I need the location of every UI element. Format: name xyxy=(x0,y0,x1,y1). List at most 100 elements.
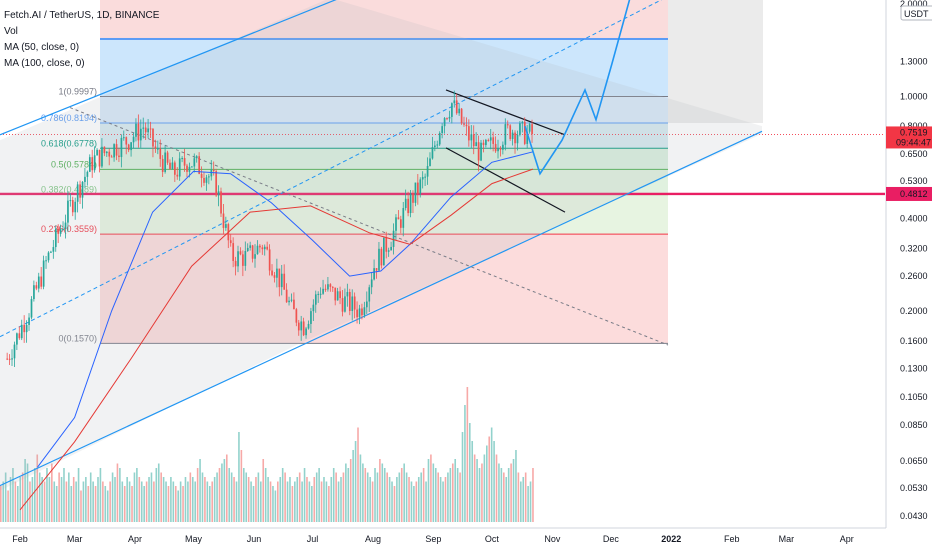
candle-body xyxy=(339,291,341,299)
price-tick-label: 0.8000 xyxy=(900,121,928,131)
price-axis[interactable]: 2.0000 1.3000 1.0000 0.8000 0.6500 0.5300 0.40… xyxy=(885,0,932,550)
candle-body xyxy=(144,127,147,133)
fib-fills xyxy=(100,0,763,344)
volume-bar xyxy=(403,463,405,522)
price-tick-label: 0.1600 xyxy=(900,336,928,346)
price-tick-label: 0.4000 xyxy=(900,214,928,224)
candle-body xyxy=(67,200,69,223)
volume-bar xyxy=(483,454,486,522)
volume-bar xyxy=(281,468,284,522)
candle-body xyxy=(217,191,220,196)
volume-bar xyxy=(325,481,328,522)
volume-bar xyxy=(515,450,517,522)
volume-bar xyxy=(191,477,194,522)
candle-body xyxy=(365,301,368,308)
fib-retracement[interactable]: 1(0.9997) 0.786(0.8194) 0.618(0.6778) 0.5(0… xyxy=(0,86,885,344)
volume-bar xyxy=(481,463,483,522)
candle-body xyxy=(171,162,174,170)
legend-ma50[interactable]: MA (50, close, 0) xyxy=(4,42,80,53)
volume-bar xyxy=(26,463,29,522)
legend-volume[interactable]: Vol xyxy=(4,26,18,37)
volume-bar xyxy=(393,486,396,522)
candle-body xyxy=(166,152,169,163)
candle-body xyxy=(81,181,84,198)
candle-body xyxy=(470,134,473,141)
trend-channel[interactable] xyxy=(0,0,763,491)
candle-body xyxy=(363,307,366,316)
volume-bar xyxy=(313,477,316,522)
candle-body xyxy=(71,200,74,213)
volume-bar xyxy=(490,427,493,522)
candle-body xyxy=(188,166,191,172)
candle-body xyxy=(35,285,38,289)
candle-body xyxy=(74,201,77,213)
volume-bar xyxy=(99,468,102,522)
candle-body xyxy=(147,128,149,133)
volume-bar xyxy=(318,468,320,522)
candle-body xyxy=(40,276,43,287)
symbol-title[interactable]: Fetch.AI / TetherUS, 1D, BINANCE xyxy=(4,10,160,21)
candle-body xyxy=(23,324,26,333)
volume-bar xyxy=(82,481,85,522)
channel-fill xyxy=(0,0,762,491)
legend-ma100[interactable]: MA (100, close, 0) xyxy=(4,58,85,69)
volume-bar xyxy=(354,441,357,522)
volume-bar xyxy=(104,486,107,522)
candle-body xyxy=(477,142,480,161)
volume-bars xyxy=(0,387,534,522)
volume-bar xyxy=(174,486,177,522)
volume-bar xyxy=(296,477,299,522)
candle-body xyxy=(494,143,497,152)
candles xyxy=(6,90,533,367)
fib-label: 0.5(0.5784) xyxy=(51,159,97,169)
candle-body xyxy=(195,156,198,159)
candle-body xyxy=(472,134,475,147)
candle-body xyxy=(84,176,86,182)
dashed-diagonal xyxy=(69,107,669,346)
candle-body xyxy=(174,162,176,175)
candle-body xyxy=(504,124,507,145)
candle-body xyxy=(402,208,405,228)
volume-bar xyxy=(468,423,471,522)
volume-bar xyxy=(279,477,282,522)
candle-body xyxy=(283,273,286,290)
time-axis[interactable]: Feb Mar Apr May Jun Jul Aug Sep Oct Nov Dec 2022 Feb… xyxy=(0,527,932,550)
time-tick-label: Oct xyxy=(485,534,500,544)
volume-bar xyxy=(172,481,175,522)
candle-body xyxy=(203,177,205,183)
volume-bar xyxy=(439,477,442,522)
candle-body xyxy=(516,134,519,144)
volume-bar xyxy=(386,472,388,522)
candle-body xyxy=(52,247,55,252)
time-tick-label: Feb xyxy=(724,534,740,544)
volume-bar xyxy=(427,459,430,522)
volume-bar xyxy=(41,477,43,522)
candle-body xyxy=(421,177,424,180)
candle-body xyxy=(130,142,132,151)
candle-body xyxy=(251,245,254,259)
candle-body xyxy=(45,260,47,262)
candle-body xyxy=(268,249,271,271)
fib-fill-band xyxy=(100,122,668,149)
channel-lower-line xyxy=(0,130,763,487)
volume-bar xyxy=(269,481,272,522)
candle-body xyxy=(18,333,21,339)
candle-body xyxy=(191,166,193,168)
candle-body xyxy=(463,123,465,125)
candle-body xyxy=(290,299,293,301)
volume-bar xyxy=(204,477,206,522)
volume-bar xyxy=(106,490,109,522)
candle-body xyxy=(526,131,529,144)
candle-body xyxy=(502,144,504,150)
candle-body xyxy=(383,237,385,266)
projection-path[interactable] xyxy=(524,0,631,176)
price-tick-label: 2.0000 xyxy=(900,0,928,9)
volume-bar xyxy=(102,481,104,522)
volume-bar xyxy=(114,477,116,522)
candle-body xyxy=(20,324,23,339)
candle-body xyxy=(232,243,235,261)
volume-bar xyxy=(291,486,294,522)
volume-bar xyxy=(51,463,53,522)
candle-body xyxy=(239,251,242,255)
